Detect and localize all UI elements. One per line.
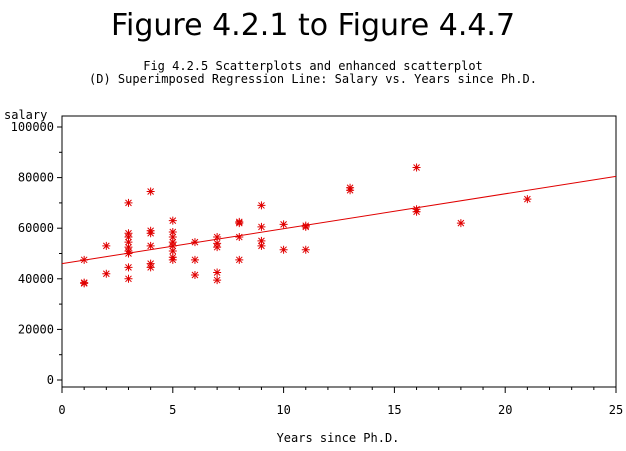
data-point	[168, 227, 177, 236]
data-point	[190, 255, 199, 264]
data-point	[80, 279, 89, 288]
chart-title: Figure 4.2.1 to Figure 4.4.7	[111, 8, 515, 43]
data-point	[168, 253, 177, 262]
data-point	[235, 233, 244, 242]
x-tick-label: 15	[387, 403, 401, 417]
data-point	[257, 222, 266, 231]
x-axis: 0 5 10 15 20 25	[58, 387, 623, 417]
data-point	[102, 241, 111, 250]
x-tick-label: 20	[498, 403, 512, 417]
data-point	[146, 259, 155, 268]
data-point	[146, 187, 155, 196]
data-point	[257, 201, 266, 210]
data-point	[124, 229, 133, 238]
data-point	[146, 226, 155, 235]
data-point	[168, 233, 177, 242]
y-tick-label: 80000	[18, 171, 54, 185]
plot-area-frame	[61, 115, 617, 388]
x-tick-label: 10	[276, 403, 290, 417]
data-point	[146, 241, 155, 250]
data-point	[124, 198, 133, 207]
data-point	[257, 241, 266, 250]
data-point	[124, 274, 133, 283]
y-tick-label: 100000	[11, 120, 54, 134]
data-point	[190, 271, 199, 280]
y-tick-label: 60000	[18, 221, 54, 235]
data-point	[279, 220, 288, 229]
data-point	[168, 216, 177, 225]
y-tick-label: 0	[47, 373, 54, 387]
data-point	[213, 233, 222, 242]
chart-subtitle-2: (D) Superimposed Regression Line: Salary…	[89, 72, 537, 86]
data-point	[456, 219, 465, 228]
data-point	[124, 263, 133, 272]
x-tick-label: 25	[609, 403, 623, 417]
x-tick-label: 5	[169, 403, 176, 417]
data-point	[235, 255, 244, 264]
data-point	[168, 238, 177, 247]
y-tick-label: 40000	[18, 272, 54, 286]
data-point	[412, 163, 421, 172]
data-point	[279, 245, 288, 254]
data-point	[124, 243, 133, 252]
y-tick-label: 20000	[18, 322, 54, 336]
data-point	[523, 195, 532, 204]
data-point	[235, 217, 244, 226]
regression-line-group	[61, 175, 617, 265]
data-point	[412, 205, 421, 214]
regression-line	[61, 175, 617, 265]
y-axis: 0 20000 40000 60000 80000 100000	[11, 120, 62, 387]
data-point	[168, 246, 177, 255]
data-point	[213, 239, 222, 248]
data-point	[213, 276, 222, 285]
data-point	[213, 268, 222, 277]
x-tick-label: 0	[58, 403, 65, 417]
data-point	[190, 238, 199, 247]
data-point	[301, 245, 310, 254]
x-axis-label: Years since Ph.D.	[277, 431, 400, 445]
data-point	[102, 269, 111, 278]
data-point	[124, 238, 133, 247]
y-axis-label: salary	[4, 108, 47, 122]
chart-subtitle-1: Fig 4.2.5 Scatterplots and enhanced scat…	[143, 59, 483, 73]
data-point	[257, 236, 266, 245]
data-point	[346, 183, 355, 192]
